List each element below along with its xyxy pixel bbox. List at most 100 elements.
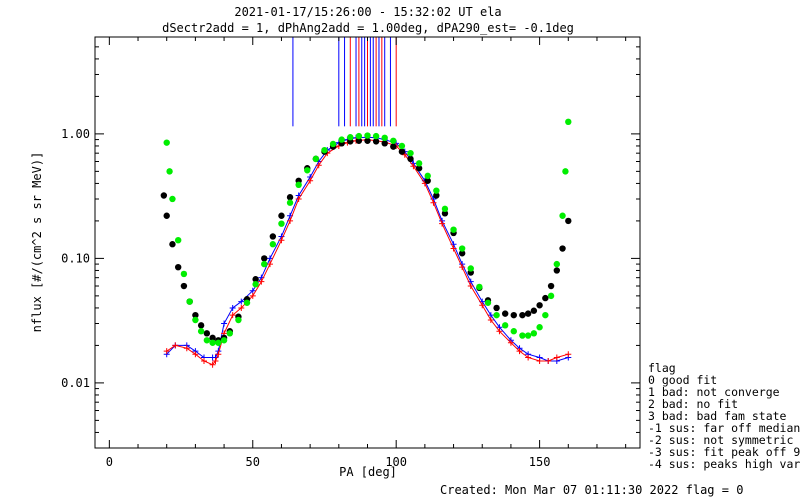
series-3-point-45 <box>510 328 517 335</box>
series-1-point-30 <box>430 199 437 206</box>
series-3-point-2 <box>169 195 176 203</box>
series-2-point-15 <box>252 276 259 283</box>
series-1-point-15 <box>287 217 294 224</box>
series-2-point-32 <box>398 148 406 155</box>
series-3-point-29 <box>372 132 380 140</box>
series-3-point-1 <box>166 168 173 175</box>
series-3-point-28 <box>364 132 371 139</box>
series-2-point-44 <box>501 310 509 317</box>
series-3-point-9 <box>209 339 216 346</box>
y-tick-label-0: 0.01 <box>61 376 90 390</box>
series-3-point-30 <box>381 134 388 142</box>
series-3-point-31 <box>390 137 397 144</box>
series-3-point-52 <box>553 260 561 268</box>
x-axis: 0 50 100 150 <box>106 37 627 469</box>
flag-legend: flag 0 good fit 1 bad: not converge 2 ba… <box>648 361 800 471</box>
series-2-point-54 <box>565 217 572 225</box>
series-3-point-53 <box>559 212 566 219</box>
series-1-point-13 <box>266 261 273 268</box>
series-0-point-9 <box>229 304 236 311</box>
series-2-point-19 <box>286 194 294 201</box>
chart-subtitle: dSectr2add = 1, dPhAng2add = 1.00deg, dP… <box>162 21 574 35</box>
y-axis-title: nflux [#/(cm^2 s sr MeV)] <box>30 152 44 333</box>
series-2-point-33 <box>407 155 414 163</box>
chart-title: 2021-01-17/15:26:00 - 15:32:02 UT ela <box>234 5 501 19</box>
series-3-point-35 <box>424 172 431 180</box>
series-2-point-43 <box>493 304 500 312</box>
series-2-point-45 <box>510 311 517 319</box>
series-3-point-32 <box>398 142 406 150</box>
series-2-point-31 <box>390 143 397 150</box>
legend-entry-5: -2 sus: not symmetric <box>648 433 793 447</box>
series-2-point-1 <box>163 212 170 219</box>
series-3-point-33 <box>407 149 414 157</box>
series-3-point-3 <box>174 236 182 244</box>
series-3-point-51 <box>547 292 555 300</box>
series-3-point-27 <box>355 132 363 140</box>
series-3-point-26 <box>347 134 354 141</box>
series-3-point-14 <box>243 299 251 306</box>
series-1-point-35 <box>479 302 486 309</box>
series-1-point-0 <box>163 348 170 355</box>
series-1-point-14 <box>278 237 285 244</box>
series-3-point-55 <box>565 118 572 126</box>
series-2-point-0 <box>160 192 168 199</box>
series-layer <box>160 118 572 368</box>
series-3-point-36 <box>433 187 440 194</box>
series-3-point-4 <box>180 270 188 278</box>
x-axis-title: PA [deg] <box>339 465 397 479</box>
series-1-point-33 <box>459 264 466 271</box>
series-3-point-15 <box>252 281 259 288</box>
series-1-point-34 <box>467 283 474 290</box>
series-1-point-6 <box>212 357 219 364</box>
series-1-point-10 <box>238 304 245 311</box>
series-3-point-5 <box>186 298 193 305</box>
series-2-point-51 <box>547 282 555 290</box>
series-1-point-28 <box>410 163 417 170</box>
series-0-point-8 <box>221 320 228 327</box>
series-3-point-19 <box>286 199 294 206</box>
series-3-point-46 <box>519 332 526 339</box>
series-1-point-17 <box>307 177 314 184</box>
series-3-point-49 <box>536 324 543 331</box>
series-3-point-0 <box>163 139 170 146</box>
series-1-point-40 <box>525 354 532 361</box>
series-0-point-10 <box>238 298 245 305</box>
series-3-point-38 <box>450 226 457 233</box>
series-3-point-25 <box>338 136 345 143</box>
series-1-point-7 <box>215 351 222 358</box>
series-2-point-50 <box>542 294 549 302</box>
series-1-point-4 <box>201 357 207 364</box>
series-3-point-8 <box>203 337 211 344</box>
series-3-point-20 <box>295 181 302 189</box>
legend-entry-7: -4 sus: peaks high var <box>648 457 800 471</box>
series-3-point-23 <box>321 146 328 154</box>
series-3-point-21 <box>304 167 311 174</box>
series-3-point-10 <box>215 339 222 346</box>
series-1-point-44 <box>565 351 572 358</box>
x-tick-label-1: 50 <box>246 455 260 469</box>
series-1-point-38 <box>507 339 514 346</box>
series-2-point-28 <box>364 137 371 144</box>
series-1-point-2 <box>183 345 190 352</box>
series-2-point-3 <box>174 263 182 271</box>
series-3-point-12 <box>226 330 234 337</box>
series-2-point-18 <box>278 212 285 219</box>
series-3-point-7 <box>197 328 205 335</box>
series-2-point-46 <box>519 311 526 319</box>
series-3-point-13 <box>235 316 242 324</box>
y-tick-label-1: 0.10 <box>61 251 90 265</box>
legend-entry-3: 3 bad: bad fam state <box>648 409 787 423</box>
series-3-point-37 <box>441 205 449 213</box>
x-tick-label-3: 150 <box>529 455 551 469</box>
series-1-point-42 <box>545 357 552 364</box>
series-2-point-39 <box>458 250 466 257</box>
y-tick-label-2: 1.00 <box>61 127 90 141</box>
footer-created: Created: Mon Mar 07 01:11:30 2022 flag =… <box>440 483 743 497</box>
series-3-point-41 <box>476 283 483 291</box>
series-1-point-5 <box>209 361 216 368</box>
series-3-point-39 <box>458 245 466 252</box>
series-3-point-11 <box>220 337 228 344</box>
series-2-point-29 <box>372 138 380 145</box>
series-2-point-52 <box>553 267 561 274</box>
